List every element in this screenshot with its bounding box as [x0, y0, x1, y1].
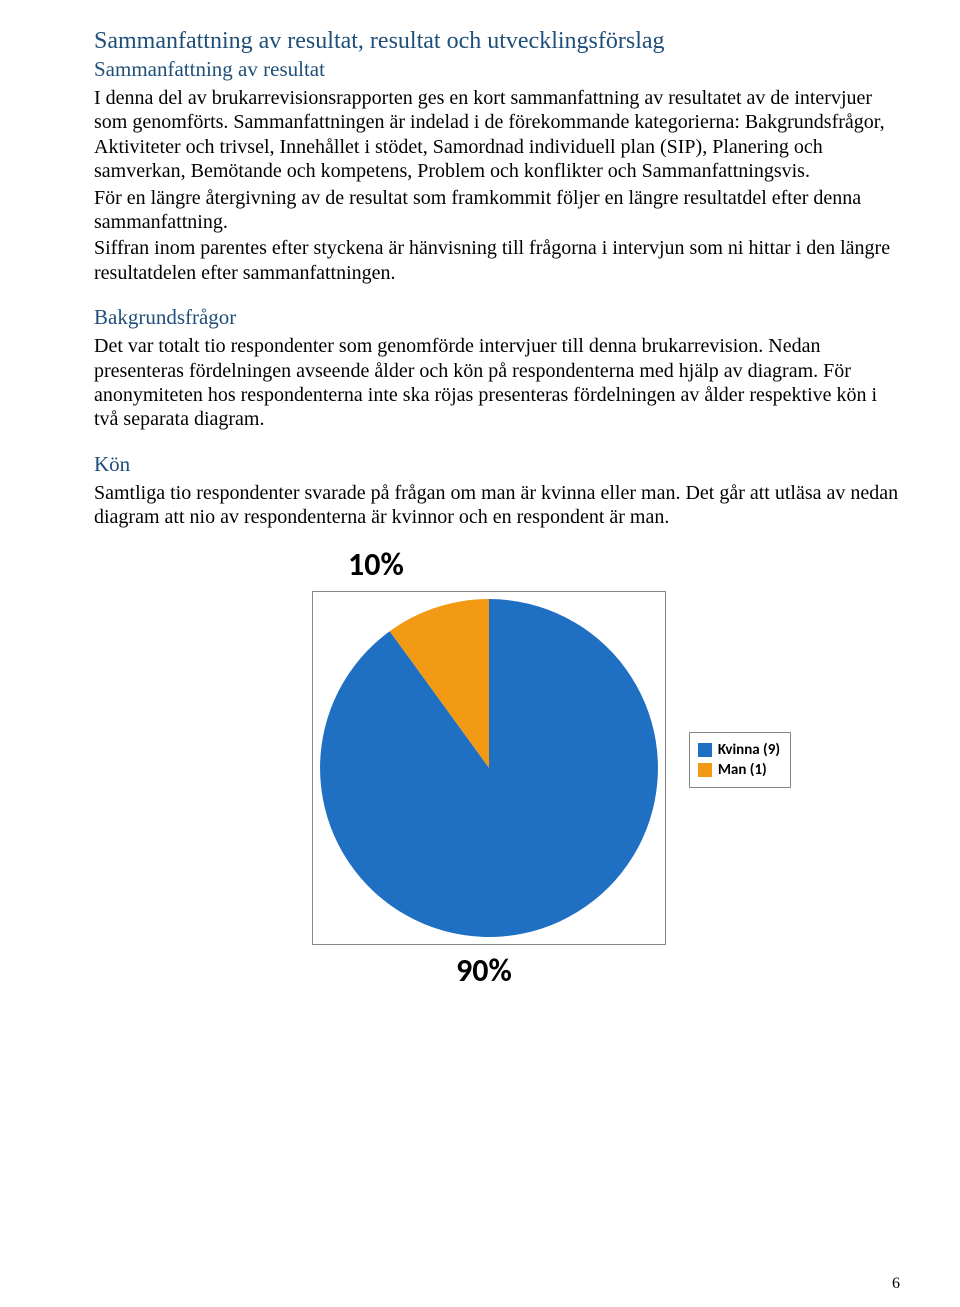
para-1: I denna del av brukarrevisionsrapporten …	[94, 86, 900, 184]
legend-swatch-1	[698, 763, 712, 777]
legend-item-0: Kvinna (9)	[698, 741, 780, 759]
legend-swatch-0	[698, 743, 712, 757]
heading-sub: Sammanfattning av resultat	[94, 57, 900, 82]
page-number: 6	[892, 1275, 900, 1293]
legend-label-1: Man (1)	[718, 761, 767, 779]
heading-bakgrund: Bakgrundsfrågor	[94, 305, 900, 330]
legend: Kvinna (9) Man (1)	[689, 732, 791, 788]
callout-top-percent: 10%	[348, 545, 404, 584]
callout-bottom-percent: 90%	[456, 951, 512, 990]
para-2: För en längre återgivning av de resultat…	[94, 186, 900, 235]
heading-main: Sammanfattning av resultat, resultat och…	[94, 28, 900, 55]
heading-kon: Kön	[94, 452, 900, 477]
para-3: Siffran inom parentes efter styckena är …	[94, 236, 900, 285]
pie-area: Kvinna (9) Man (1)	[312, 591, 666, 945]
page: Sammanfattning av resultat, resultat och…	[0, 0, 960, 1307]
legend-label-0: Kvinna (9)	[718, 741, 780, 759]
gender-pie-chart: 10% Kvinna (9) Man (1) 90%	[224, 547, 754, 945]
para-5: Samtliga tio respondenter svarade på frå…	[94, 481, 900, 530]
para-4: Det var totalt tio respondenter som geno…	[94, 334, 900, 432]
legend-item-1: Man (1)	[698, 761, 780, 779]
pie-svg	[313, 592, 665, 944]
